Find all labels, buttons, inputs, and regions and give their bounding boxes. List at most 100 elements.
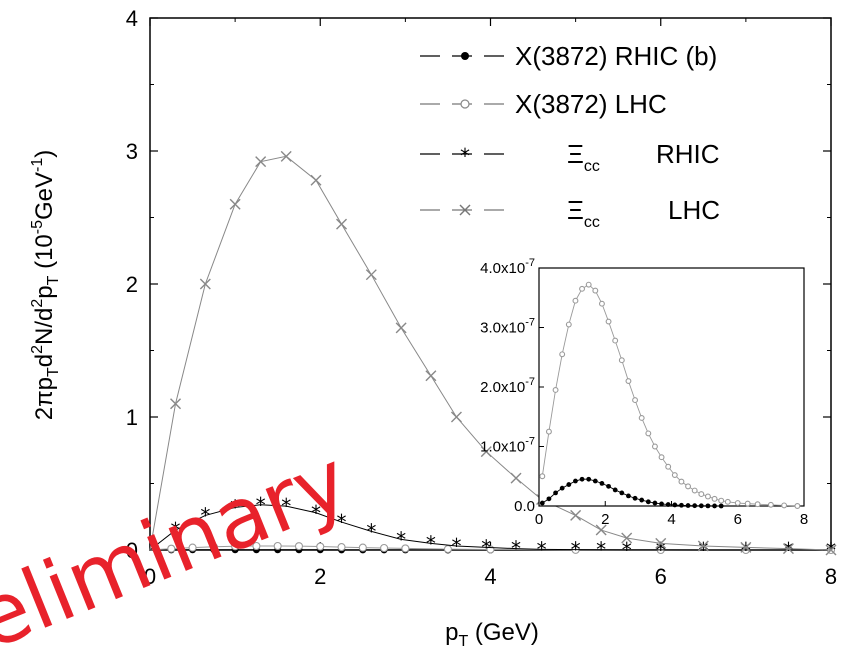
inset-data-point (612, 487, 618, 493)
legend-entry-xicc-lhc: Ξcc LHC (420, 195, 720, 231)
inset-y-tick-label: 0.0 (514, 498, 535, 515)
y-axis-label: 2πpTd2N/d2pT (10-5GeV-1) (29, 150, 62, 421)
data-point (170, 398, 182, 410)
inset-background (539, 268, 804, 506)
inset-data-point (579, 285, 586, 292)
data-point (255, 156, 267, 168)
data-point (450, 411, 462, 423)
data-point (740, 541, 752, 553)
legend-label: Ξcc (567, 139, 600, 175)
inset-data-point (592, 478, 598, 484)
inset-data-point (711, 495, 718, 502)
data-point (231, 542, 240, 551)
data-point (310, 174, 322, 186)
data-point (316, 542, 325, 551)
inset-data-point (712, 503, 717, 509)
inset-data-point (679, 502, 684, 508)
inset-data-point (754, 501, 761, 508)
inset-y-tick-label: 3.0x10-7 (480, 317, 535, 337)
legend-label: X(3872) RHIC (b) (515, 41, 717, 71)
data-point (280, 150, 292, 162)
data-point: * (311, 501, 321, 525)
data-point (595, 524, 607, 536)
data-point: * (256, 493, 266, 517)
inset-data-point (685, 503, 691, 508)
y-tick-label: 1 (126, 405, 138, 430)
data-point (188, 543, 197, 552)
data-point: * (698, 538, 708, 562)
inset-data-point (625, 378, 632, 384)
legend-label: X(3872) LHC (515, 89, 667, 119)
data-point: * (366, 519, 376, 543)
data-point (655, 537, 667, 549)
inset-data-point (565, 321, 572, 328)
data-point (825, 544, 837, 556)
series-3 (149, 150, 837, 556)
inset-data-point (718, 497, 725, 504)
data-point (252, 541, 261, 551)
data-point: * (337, 510, 347, 534)
inset-data-point (639, 497, 645, 503)
data-point (209, 542, 218, 551)
inset-series-1 (539, 476, 724, 509)
inset-data-point (579, 476, 585, 482)
data-point (336, 218, 348, 230)
data-point (337, 543, 346, 552)
inset-x-tick-label: 4 (667, 511, 675, 528)
inset-data-point (566, 482, 572, 487)
main-series-group: ********************** (149, 150, 837, 562)
data-point: * (481, 535, 491, 559)
legend-entry-x3872-lhc: X(3872) LHC (420, 89, 667, 119)
inset-x-tick-label: 0 (535, 511, 543, 528)
legend: X(3872) RHIC (b) X(3872) LHC * Ξcc RHIC … (420, 41, 720, 231)
inset-data-point (572, 297, 579, 304)
inset-data-point (767, 501, 774, 508)
inset-data-point (559, 351, 566, 358)
inset-data-point (545, 428, 552, 435)
inset-data-point (692, 503, 698, 509)
data-point (395, 322, 407, 334)
inset-data-point (734, 500, 741, 506)
data-point (273, 541, 282, 551)
data-point: * (783, 538, 793, 562)
data-point (294, 542, 304, 551)
inset-data-point (559, 485, 565, 491)
inset-data-point (672, 502, 678, 508)
data-point: * (200, 503, 210, 527)
inset-data-point (539, 473, 546, 480)
inset-data-point (552, 387, 559, 393)
data-point (199, 278, 211, 290)
legend-label-collider: LHC (668, 195, 720, 225)
inset-data-point (658, 454, 665, 461)
data-point (358, 543, 367, 552)
inset-data-point (573, 478, 578, 484)
series-2: ********************** (149, 493, 836, 562)
inset-data-point (592, 287, 599, 294)
inset-data-point (744, 500, 751, 507)
inset-data-point (705, 503, 711, 509)
data-point (782, 543, 794, 555)
data-point (697, 540, 709, 552)
inset-x-tick-label: 2 (601, 511, 609, 528)
data-point: * (511, 537, 521, 561)
inset-y-tick-label: 2.0x10-7 (480, 376, 535, 396)
inset-data-point (618, 357, 625, 364)
data-point (380, 543, 389, 553)
data-point: * (451, 534, 461, 558)
data-point: * (741, 538, 751, 562)
y-tick-label: 3 (126, 139, 138, 164)
inset-data-point (632, 495, 638, 501)
inset-series-line (542, 478, 722, 507)
data-point (621, 532, 633, 544)
data-point: * (281, 494, 291, 518)
inset-data-point (539, 500, 545, 506)
preliminary-watermark: eliminary (0, 431, 361, 659)
inset-data-point (704, 493, 711, 500)
data-point: * (537, 537, 547, 561)
inset-data-point (585, 281, 592, 288)
inset-series-group (539, 281, 801, 509)
inset-data-point (665, 502, 671, 507)
inset-data-point (698, 503, 704, 509)
x-tick-label: 0 (144, 564, 156, 589)
